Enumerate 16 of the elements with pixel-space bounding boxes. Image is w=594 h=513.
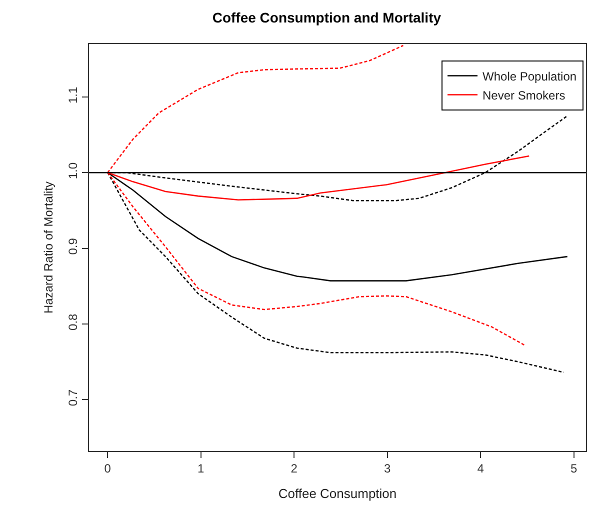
chart-title: Coffee Consumption and Mortality — [212, 10, 442, 26]
x-tick-label: 2 — [290, 462, 298, 476]
x-tick-label: 0 — [104, 462, 112, 476]
x-tick-label: 5 — [570, 462, 578, 476]
legend-label: Never Smokers — [482, 88, 566, 102]
x-tick-label: 4 — [477, 462, 484, 476]
y-tick-label: 1.1 — [66, 86, 80, 104]
y-tick-label: 0.9 — [66, 238, 80, 255]
y-axis-title: Hazard Ratio of Mortality — [41, 181, 56, 314]
x-tick-label: 3 — [384, 462, 392, 476]
x-tick-label: 1 — [198, 462, 205, 476]
y-tick-label: 0.7 — [66, 389, 80, 406]
y-tick-label: 0.8 — [66, 313, 80, 330]
y-tick-label: 1.0 — [66, 162, 80, 180]
x-axis-title: Coffee Consumption — [278, 486, 397, 502]
legend-label: Whole Population — [482, 69, 577, 84]
